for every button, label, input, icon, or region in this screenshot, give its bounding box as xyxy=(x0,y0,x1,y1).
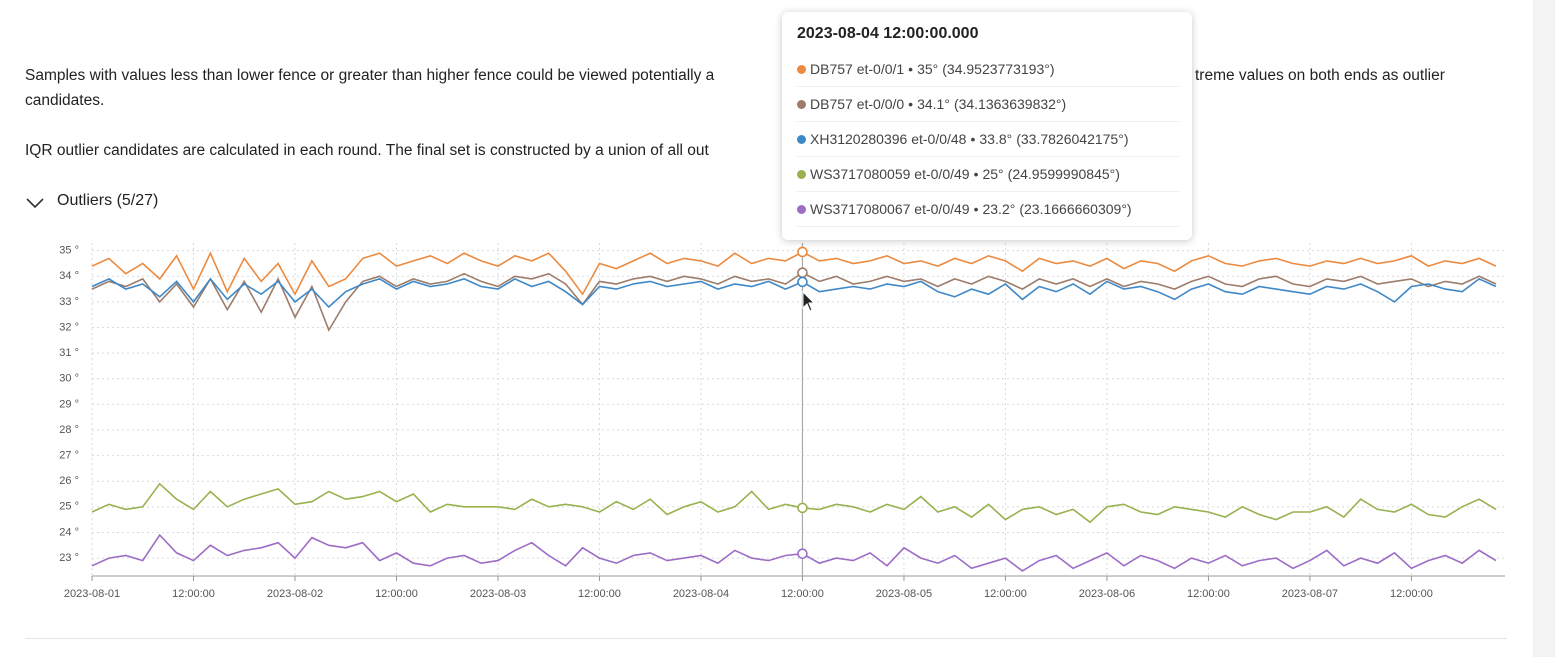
tooltip-detail: (34.9523773193°) xyxy=(942,61,1055,77)
series-name: WS3717080059 et-0/0/49 xyxy=(810,166,970,182)
x-tick-label: 2023-08-03 xyxy=(470,588,526,600)
tooltip-value: 33.8° xyxy=(966,131,1012,147)
tooltip-item: WS3717080067 et-0/0/4923.2°(23.166666030… xyxy=(797,192,1179,227)
series-line xyxy=(91,482,1497,524)
y-tick-label: 31 ° xyxy=(59,347,79,359)
x-tick-label: 12:00:00 xyxy=(375,588,418,600)
tooltip-detail: (24.9599990845°) xyxy=(1007,166,1120,182)
x-tick-label: 2023-08-04 xyxy=(673,588,729,600)
tooltip-value: 23.2° xyxy=(970,201,1015,217)
y-tick-label: 25 ° xyxy=(59,501,79,513)
tooltip-detail: (23.1666660309°) xyxy=(1019,201,1132,217)
x-tick-label: 12:00:00 xyxy=(172,588,215,600)
y-tick-label: 26 ° xyxy=(59,475,79,487)
legend-swatch xyxy=(797,134,806,144)
hover-marker xyxy=(797,548,808,560)
series-line xyxy=(91,277,1497,309)
y-tick-label: 30 ° xyxy=(59,373,79,385)
x-tick-label: 12:00:00 xyxy=(781,588,824,600)
x-tick-label: 2023-08-06 xyxy=(1079,588,1135,600)
hover-marker xyxy=(797,502,808,514)
series-name: XH3120280396 et-0/0/48 xyxy=(810,131,967,147)
x-tick-label: 12:00:00 xyxy=(984,588,1027,600)
y-tick-label: 27 ° xyxy=(59,450,79,462)
paragraph-text: treme values on both ends as outlier xyxy=(1195,67,1445,84)
x-tick-label: 12:00:00 xyxy=(578,588,621,600)
tooltip-item: WS3717080059 et-0/0/4925°(24.9599990845°… xyxy=(797,157,1179,192)
tooltip-item: DB757 et-0/0/135°(34.9523773193°) xyxy=(797,52,1179,87)
tooltip-item: DB757 et-0/0/034.1°(34.1363639832°) xyxy=(797,87,1179,122)
paragraph-text: candidates. xyxy=(25,92,105,109)
separator xyxy=(25,638,1507,639)
y-tick-label: 34 ° xyxy=(59,270,79,282)
x-tick-label: 2023-08-05 xyxy=(876,588,932,600)
x-tick-label: 2023-08-02 xyxy=(267,588,323,600)
legend-swatch xyxy=(797,204,806,214)
legend-swatch xyxy=(797,64,806,74)
series-name: WS3717080067 et-0/0/49 xyxy=(810,201,970,217)
y-tick-label: 32 ° xyxy=(59,321,79,333)
x-tick-label: 2023-08-07 xyxy=(1282,588,1338,600)
paragraph-text: Samples with values less than lower fenc… xyxy=(25,67,715,84)
y-tick-label: 29 ° xyxy=(59,398,79,410)
section-toggle[interactable]: Outliers (5/27) xyxy=(57,192,159,209)
series-line xyxy=(91,251,1497,296)
tooltip-detail: (33.7826042175°) xyxy=(1016,131,1129,147)
series-line xyxy=(91,533,1497,572)
y-tick-label: 35 ° xyxy=(59,245,79,257)
scrollbar-track xyxy=(1533,0,1555,657)
x-tick-label: 12:00:00 xyxy=(1390,588,1433,600)
y-tick-label: 24 ° xyxy=(59,526,79,538)
y-tick-label: 28 ° xyxy=(59,424,79,436)
hover-marker xyxy=(797,276,808,288)
hover-marker xyxy=(797,246,808,258)
tooltip-value: 34.1° xyxy=(904,96,950,112)
paragraph-text: IQR outlier candidates are calculated in… xyxy=(25,142,709,159)
tooltip: 2023-08-04 12:00:00.000 DB757 et-0/0/135… xyxy=(782,12,1192,240)
legend-swatch xyxy=(797,169,806,179)
tooltip-item: XH3120280396 et-0/0/4833.8°(33.782604217… xyxy=(797,122,1179,157)
x-tick-label: 2023-08-01 xyxy=(64,588,120,600)
tooltip-value: 35° xyxy=(904,61,938,77)
tooltip-value: 25° xyxy=(970,166,1003,182)
chevron-icon[interactable] xyxy=(25,196,45,210)
hover-marker xyxy=(797,267,808,279)
y-tick-label: 33 ° xyxy=(59,296,79,308)
series-name: DB757 et-0/0/1 xyxy=(810,61,905,77)
series-name: DB757 et-0/0/0 xyxy=(810,96,905,112)
mouse-cursor xyxy=(802,290,816,312)
tooltip-detail: (34.1363639832°) xyxy=(953,96,1067,112)
x-tick-label: 12:00:00 xyxy=(1187,588,1230,600)
legend-swatch xyxy=(797,99,806,109)
y-tick-label: 23 ° xyxy=(59,552,79,564)
tooltip-title: 2023-08-04 12:00:00.000 xyxy=(797,25,979,42)
series-line xyxy=(91,271,1497,332)
